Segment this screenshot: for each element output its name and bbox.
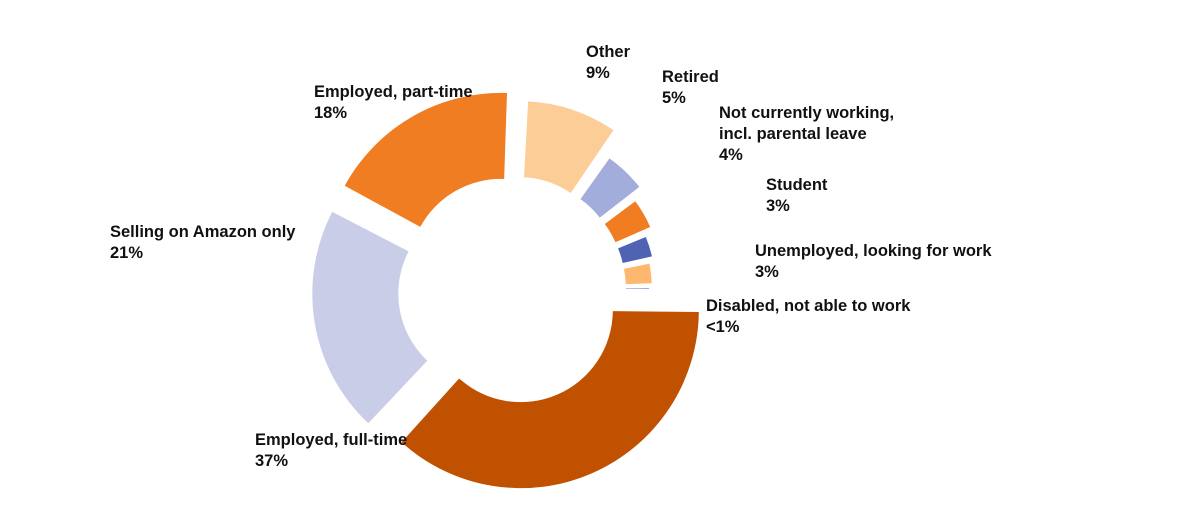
slice-other — [524, 101, 614, 194]
slice-employed-part-time — [344, 92, 508, 227]
label-not-currently-working-incl-parental-leave: Not currently working, incl. parental lea… — [719, 104, 894, 164]
slice-not-currently-working-incl-parental-leave — [604, 201, 651, 243]
slice-name: Disabled, not able to work — [706, 297, 911, 315]
label-employed-full-time: Employed, full-time 37% — [255, 431, 407, 470]
slice-name: Retired — [662, 68, 719, 86]
label-student: Student 3% — [766, 176, 828, 215]
slice-name: Unemployed, looking for work — [755, 242, 992, 260]
slice-value: 3% — [755, 263, 779, 281]
label-disabled-not-able-to-work: Disabled, not able to work <1% — [706, 297, 911, 336]
label-unemployed-looking-for-work: Unemployed, looking for work 3% — [755, 242, 992, 281]
slice-value: <1% — [706, 318, 740, 336]
slice-name: Student — [766, 176, 828, 194]
slice-name: incl. parental leave — [719, 125, 867, 143]
label-selling-on-amazon-only: Selling on Amazon only 21% — [110, 223, 296, 262]
slice-employed-full-time — [401, 311, 699, 489]
slice-unemployed-looking-for-work — [623, 263, 652, 285]
slice-selling-on-amazon-only — [312, 211, 428, 424]
slice-retired — [580, 158, 640, 218]
slice-name: Not currently working, — [719, 104, 894, 122]
label-other: Other 9% — [586, 43, 631, 82]
slice-name: Employed, part-time — [314, 83, 473, 101]
slice-name: Selling on Amazon only — [110, 223, 296, 241]
slice-value: 9% — [586, 64, 610, 82]
slice-value: 3% — [766, 197, 790, 215]
slice-name: Other — [586, 43, 631, 61]
slice-value: 18% — [314, 104, 347, 122]
label-employed-part-time: Employed, part-time 18% — [314, 83, 473, 122]
label-retired: Retired 5% — [662, 68, 719, 107]
slice-value: 4% — [719, 146, 743, 164]
slice-disabled-not-able-to-work — [625, 288, 649, 289]
slice-value: 37% — [255, 452, 288, 470]
slice-value: 5% — [662, 89, 686, 107]
slice-name: Employed, full-time — [255, 431, 407, 449]
slice-student — [618, 236, 652, 263]
slice-labels: Employed, full-time 37% Selling on Amazon … — [110, 43, 992, 470]
slice-value: 21% — [110, 244, 143, 262]
donut-slices — [312, 92, 699, 489]
